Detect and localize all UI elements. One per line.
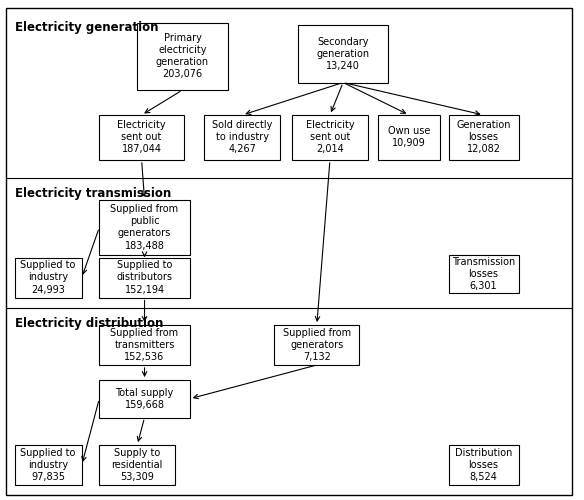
- Bar: [137, 22, 228, 90]
- Bar: [99, 445, 175, 485]
- Text: Supplied to
industry
24,993: Supplied to industry 24,993: [20, 260, 76, 294]
- Bar: [274, 325, 359, 365]
- Text: Supplied from
transmitters
152,536: Supplied from transmitters 152,536: [110, 328, 179, 362]
- Text: Secondary
generation
13,240: Secondary generation 13,240: [317, 37, 370, 70]
- Text: Electricity
sent out
2,014: Electricity sent out 2,014: [305, 120, 354, 154]
- Bar: [204, 115, 280, 160]
- Bar: [15, 445, 82, 485]
- Text: Generation
losses
12,082: Generation losses 12,082: [456, 120, 511, 154]
- Text: Electricity generation: Electricity generation: [15, 22, 158, 35]
- Bar: [99, 258, 190, 298]
- Bar: [449, 255, 519, 292]
- Bar: [99, 115, 184, 160]
- Bar: [378, 115, 440, 160]
- Text: Electricity
sent out
187,044: Electricity sent out 187,044: [117, 120, 166, 154]
- Text: Electricity transmission: Electricity transmission: [15, 186, 171, 200]
- Text: Supplied from
public
generators
183,488: Supplied from public generators 183,488: [110, 204, 179, 250]
- Bar: [99, 325, 190, 365]
- Bar: [99, 380, 190, 418]
- Bar: [298, 25, 388, 82]
- Text: Own use
10,909: Own use 10,909: [388, 126, 430, 148]
- Text: Transmission
losses
6,301: Transmission losses 6,301: [452, 257, 515, 291]
- Text: Primary
electricity
generation
203,076: Primary electricity generation 203,076: [156, 33, 209, 79]
- Bar: [449, 445, 519, 485]
- Text: Distribution
losses
8,524: Distribution losses 8,524: [455, 448, 512, 482]
- Text: Electricity distribution: Electricity distribution: [15, 316, 163, 330]
- Text: Total supply
159,668: Total supply 159,668: [116, 388, 173, 410]
- Bar: [15, 258, 82, 298]
- Text: Sold directly
to industry
4,267: Sold directly to industry 4,267: [212, 120, 273, 154]
- Text: Supplied from
generators
7,132: Supplied from generators 7,132: [283, 328, 351, 362]
- Text: Supply to
residential
53,309: Supply to residential 53,309: [112, 448, 163, 482]
- Bar: [449, 115, 519, 160]
- Text: Supplied to
distributors
152,194: Supplied to distributors 152,194: [117, 260, 172, 294]
- Text: Supplied to
industry
97,835: Supplied to industry 97,835: [20, 448, 76, 482]
- Bar: [99, 200, 190, 255]
- Bar: [292, 115, 368, 160]
